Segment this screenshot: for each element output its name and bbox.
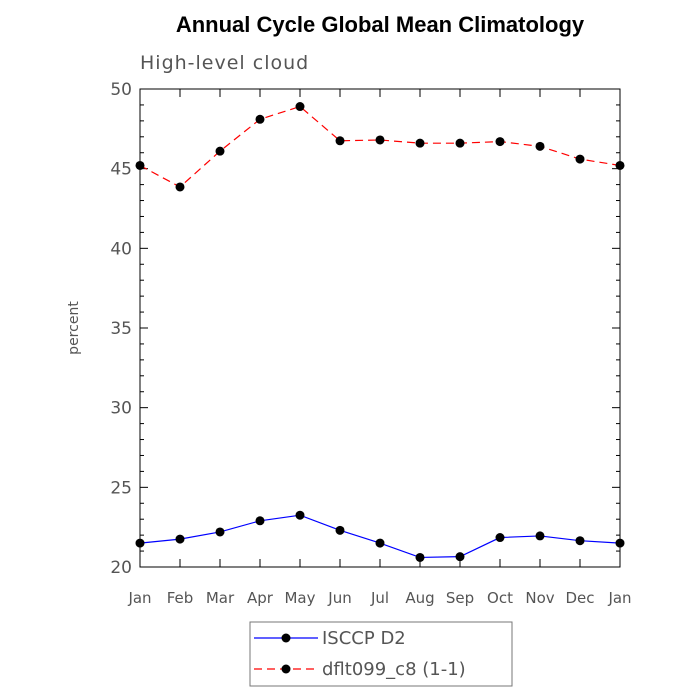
series-line-1 (139, 105, 621, 188)
x-tick-labels: Jan Feb Mar Apr May Jun Jul Aug Sep Oct Nov Dec Jan (127, 589, 631, 607)
data-point (495, 137, 505, 147)
data-point (135, 538, 145, 548)
legend-marker-model (281, 664, 291, 674)
x-tick-label: May (284, 589, 315, 607)
data-point (335, 525, 345, 535)
legend-box (249, 621, 513, 687)
y-tick-label: 40 (110, 239, 132, 259)
y-axis-label: percent (66, 301, 82, 355)
x-tick-label: Dec (565, 589, 594, 607)
y-tick-label: 25 (110, 478, 132, 498)
x-tick-label: Feb (167, 589, 194, 607)
data-point (535, 531, 545, 541)
y-tick-labels: 20 25 30 35 40 45 50 (110, 80, 132, 578)
data-point (335, 136, 345, 146)
data-point (295, 102, 305, 112)
series-line-0 (139, 514, 621, 559)
data-point (295, 510, 305, 520)
x-tick-label: Aug (405, 589, 434, 607)
data-point (615, 160, 625, 170)
data-point (175, 534, 185, 544)
x-tick-label: Jul (370, 589, 389, 607)
data-point (415, 138, 425, 148)
data-point (375, 538, 385, 548)
x-tick-label: Sep (446, 589, 474, 607)
data-point (215, 146, 225, 156)
y-tick-label: 20 (110, 558, 132, 578)
legend: ISCCP D2 dflt099_c8 (1-1) (249, 621, 513, 687)
data-point (255, 516, 265, 526)
x-tick-label: Nov (525, 589, 554, 607)
data-point (455, 552, 465, 562)
chart-title: Annual Cycle Global Mean Climatology (176, 12, 585, 37)
data-point (455, 138, 465, 148)
data-point (175, 182, 185, 192)
legend-marker-isccp (281, 633, 291, 643)
data-point (375, 135, 385, 145)
legend-label-model: dflt099_c8 (1-1) (322, 659, 466, 680)
x-tick-label: Mar (206, 589, 235, 607)
x-tick-label: Oct (487, 589, 513, 607)
data-point (495, 533, 505, 543)
plot-axes (139, 88, 621, 568)
x-tick-label: Jun (327, 589, 351, 607)
legend-label-isccp: ISCCP D2 (322, 628, 406, 649)
y-tick-label: 45 (110, 160, 132, 180)
x-tick-label: Apr (247, 589, 274, 607)
data-point (415, 552, 425, 562)
y-tick-label: 30 (110, 399, 132, 419)
data-point (575, 154, 585, 164)
data-point (255, 114, 265, 124)
x-tick-label: Jan (127, 589, 151, 607)
y-tick-label: 50 (110, 80, 132, 100)
data-point (575, 536, 585, 546)
y-tick-label: 35 (110, 319, 132, 339)
data-point (615, 538, 625, 548)
chart-subtitle: High-level cloud (140, 52, 309, 74)
data-point (135, 160, 145, 170)
plot-frame (139, 88, 621, 568)
x-tick-label: Jan (607, 589, 631, 607)
data-point (215, 527, 225, 537)
series-group (135, 102, 625, 562)
data-point (535, 141, 545, 151)
